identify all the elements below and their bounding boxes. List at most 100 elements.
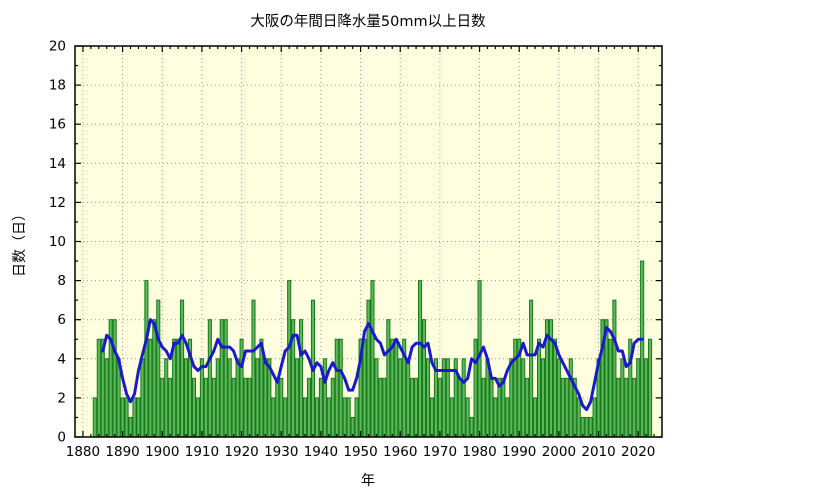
bar-1902 bbox=[168, 377, 173, 438]
y-tick-label: 10 bbox=[49, 234, 66, 250]
bar-2023 bbox=[648, 338, 653, 438]
bar-1968 bbox=[429, 397, 435, 438]
bar-1947 bbox=[346, 397, 351, 438]
bar-1906 bbox=[184, 358, 189, 438]
bar-1959 bbox=[394, 338, 399, 438]
x-tick-label: 1910 bbox=[185, 444, 219, 460]
y-tick-label: 6 bbox=[57, 312, 66, 328]
bar-1914 bbox=[215, 358, 220, 438]
bar-1960 bbox=[398, 358, 403, 438]
bar-1984 bbox=[493, 397, 498, 438]
bar-1884 bbox=[96, 338, 101, 438]
bar-2005 bbox=[576, 397, 581, 438]
bar-1935 bbox=[299, 319, 304, 438]
bar-1928 bbox=[271, 397, 276, 438]
bar-1996 bbox=[540, 358, 546, 438]
y-tick-label: 14 bbox=[49, 156, 66, 172]
bar-2007 bbox=[584, 416, 589, 438]
bar-1930 bbox=[279, 377, 284, 438]
y-tick-label: 2 bbox=[57, 390, 66, 406]
bar-2009 bbox=[592, 397, 597, 438]
bar-1988 bbox=[509, 358, 514, 438]
bar-1916 bbox=[223, 319, 228, 438]
bar-1946 bbox=[342, 397, 347, 438]
y-tick-label: 4 bbox=[57, 351, 66, 367]
x-axis-label: 年 bbox=[361, 473, 375, 489]
bar-1929 bbox=[275, 377, 280, 438]
bar-1966 bbox=[421, 319, 427, 438]
bar-1886 bbox=[104, 358, 109, 438]
bar-1919 bbox=[235, 358, 240, 438]
bar-1986 bbox=[501, 377, 506, 438]
y-axis-label: 日数（日） bbox=[12, 207, 28, 277]
bar-1908 bbox=[191, 377, 197, 438]
bar-1983 bbox=[489, 377, 494, 438]
x-tick-label: 2010 bbox=[581, 444, 615, 460]
bar-1949 bbox=[354, 397, 359, 438]
y-tick-label: 16 bbox=[49, 117, 66, 133]
bar-1981 bbox=[481, 377, 486, 438]
bar-1970 bbox=[437, 377, 442, 438]
bar-1987 bbox=[505, 397, 510, 438]
bar-1918 bbox=[231, 377, 236, 438]
bar-1973 bbox=[449, 397, 454, 438]
x-tick-label: 1890 bbox=[105, 444, 139, 460]
bar-1939 bbox=[314, 397, 319, 438]
bar-1944 bbox=[334, 338, 339, 438]
bar-1913 bbox=[211, 377, 216, 438]
bar-1964 bbox=[414, 377, 419, 438]
bar-1920 bbox=[239, 338, 244, 438]
bar-2016 bbox=[620, 358, 625, 438]
bar-1994 bbox=[533, 397, 538, 438]
bar-1903 bbox=[172, 338, 177, 438]
bar-1894 bbox=[136, 397, 141, 438]
bar-1893 bbox=[132, 397, 137, 438]
plot-area: 0 2 4 6 8 10 12 14 16 18 20 1880 1890 1900 1910 1920 193… bbox=[49, 39, 663, 460]
moving-average-line bbox=[101, 318, 644, 412]
bar-1921 bbox=[243, 377, 248, 438]
x-tick-label: 1940 bbox=[304, 444, 338, 460]
bar-1943 bbox=[330, 377, 335, 438]
bar-2020 bbox=[636, 358, 641, 438]
bar-1957 bbox=[386, 319, 391, 438]
x-tick-label: 1960 bbox=[383, 444, 417, 460]
bar-1888 bbox=[112, 319, 117, 438]
bar-1891 bbox=[124, 397, 129, 438]
bar-2013 bbox=[608, 338, 613, 438]
bar-1931 bbox=[283, 397, 288, 438]
bar-1993 bbox=[529, 299, 534, 438]
bar-2002 bbox=[564, 377, 569, 438]
x-tick-label: 1980 bbox=[462, 444, 496, 460]
bar-1922 bbox=[247, 377, 252, 438]
bar-1965 bbox=[418, 280, 423, 438]
bar-1896 bbox=[144, 280, 149, 438]
bar-1904 bbox=[176, 338, 181, 438]
bar-1945 bbox=[338, 338, 343, 438]
bar-1951 bbox=[362, 338, 367, 438]
bar-1910 bbox=[199, 358, 204, 438]
x-tick-label: 1970 bbox=[423, 444, 457, 460]
bar-1977 bbox=[465, 397, 470, 438]
y-tick-label: 0 bbox=[57, 430, 66, 446]
bar-1917 bbox=[227, 358, 232, 438]
x-tick-label: 1880 bbox=[66, 444, 100, 460]
bar-2017 bbox=[624, 377, 629, 438]
bar-1909 bbox=[195, 397, 201, 438]
x-tick-label: 1930 bbox=[264, 444, 298, 460]
bar-1999 bbox=[552, 338, 557, 438]
bar-2003 bbox=[568, 358, 573, 438]
bar-1912 bbox=[207, 319, 212, 438]
bar-2021 bbox=[640, 260, 645, 438]
bar-1885 bbox=[100, 338, 105, 438]
bar-1926 bbox=[263, 358, 268, 438]
bar-1992 bbox=[525, 377, 530, 438]
x-tick-label: 1990 bbox=[502, 444, 536, 460]
bar-1952 bbox=[366, 299, 371, 438]
bar-1967 bbox=[425, 358, 431, 438]
bar-1924 bbox=[255, 358, 260, 438]
bar-1900 bbox=[160, 377, 165, 438]
bar-1915 bbox=[219, 319, 224, 438]
x-tick-label: 2020 bbox=[621, 444, 655, 460]
x-tick-label: 1920 bbox=[224, 444, 258, 460]
